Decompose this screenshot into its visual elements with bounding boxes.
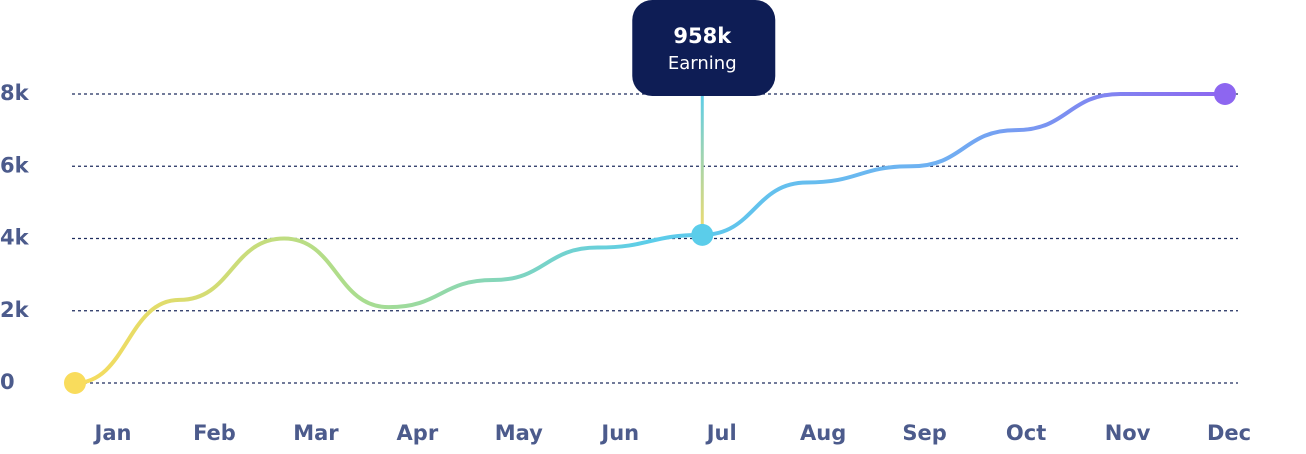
y-tick-label: 6k: [0, 153, 30, 177]
point: [1214, 83, 1236, 105]
tooltip: [632, 0, 776, 96]
point: [64, 372, 86, 394]
x-tick-label: Jun: [599, 421, 639, 445]
y-tick-label: 8k: [0, 81, 30, 105]
x-tick-label: Sep: [902, 421, 946, 445]
x-tick-label: Apr: [397, 421, 439, 445]
x-tick-label: Feb: [193, 421, 236, 445]
y-tick-label: 2k: [0, 298, 30, 322]
tooltip-title: 958k: [673, 24, 732, 48]
x-tick-label: Oct: [1006, 421, 1046, 445]
tooltip-label: Earning: [668, 53, 737, 74]
x-tick-label: Nov: [1105, 421, 1151, 445]
x-tick-label: Mar: [293, 421, 339, 445]
x-tick-label: Aug: [800, 421, 846, 445]
y-tick-label: 0: [0, 370, 15, 394]
x-tick-label: May: [495, 421, 543, 445]
x-tick-label: Jan: [93, 421, 132, 445]
point: [691, 223, 714, 246]
y-tick-label: 4k: [0, 226, 30, 250]
x-tick-label: Jul: [705, 421, 737, 445]
x-tick-label: Dec: [1207, 421, 1251, 445]
tooltip-stem: [700, 92, 704, 235]
line: [73, 91, 1227, 385]
